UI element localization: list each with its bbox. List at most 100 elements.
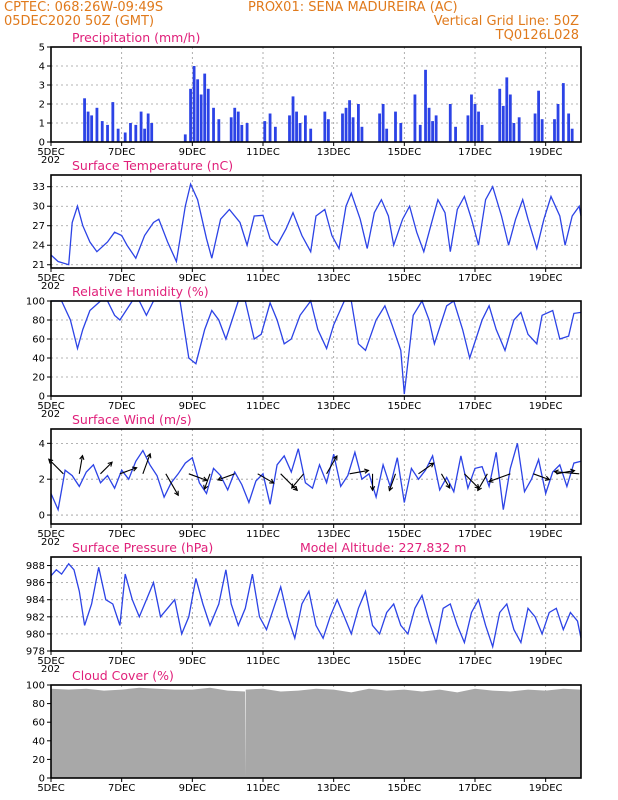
y-tick-label: 0 <box>39 511 45 522</box>
x-tick-label: 17DEC <box>458 783 492 794</box>
precip-bar <box>501 105 505 142</box>
x-year-fragment: 202 <box>41 664 60 675</box>
x-tick-label: 19DEC <box>529 529 563 540</box>
wind-arrow-shaft <box>418 462 434 475</box>
x-tick-label: 7DEC <box>108 273 135 284</box>
wind-arrow <box>440 473 451 490</box>
precip-bar <box>309 128 313 142</box>
x-tick-label: 15DEC <box>387 529 421 540</box>
wind-arrow-shaft <box>217 473 235 481</box>
wind-arrow-shaft <box>78 455 84 474</box>
wind-arrow-head <box>544 475 551 481</box>
x-tick-label: 5DEC <box>37 147 64 158</box>
x-tick-label: 15DEC <box>387 147 421 158</box>
precip-bar <box>326 119 330 142</box>
panels: Precipitation (mm/h) 0 1 2 3 4 5 5DEC 7DEC 9DEC 11… <box>26 30 582 794</box>
y-tick-label: 20 <box>32 373 45 384</box>
x-tick-label: 19DEC <box>529 273 563 284</box>
precip-bar <box>357 104 360 142</box>
wind-arrow <box>119 466 138 475</box>
x-tick-label: 9DEC <box>179 273 206 284</box>
x-tick-label: 17DEC <box>458 656 492 667</box>
panel-frame <box>50 684 582 779</box>
x-tick-label: 9DEC <box>179 401 206 412</box>
x-tick-label: 17DEC <box>458 401 492 412</box>
x-tick-label: 11DEC <box>246 783 280 794</box>
cloud-cover-area <box>51 687 581 778</box>
precip-bar <box>434 115 438 142</box>
precip-bar <box>480 124 484 142</box>
precip-bar <box>116 128 120 142</box>
precip-bar <box>139 111 143 142</box>
wind-arrow <box>165 473 179 497</box>
precip-bar <box>229 117 233 142</box>
wind-arrow-head <box>146 452 152 459</box>
wind-arrow <box>418 462 435 475</box>
wind-arrow-head <box>553 469 559 475</box>
x-tick-label: 13DEC <box>317 656 351 667</box>
panel-frame <box>50 174 582 269</box>
panel-4: Surface Wind (m/s) 0 2 4 5DEC 7DEC 9DEC 11DEC 13… <box>37 412 582 548</box>
wind-arrow <box>78 454 85 474</box>
precip-bar <box>385 128 389 142</box>
y-tick-label: 0 <box>39 138 45 149</box>
x-tick-label: 9DEC <box>179 529 206 540</box>
y-tick-label: 982 <box>26 612 45 623</box>
header-station-coords: CPTEC: 068:26W-09:49S <box>4 0 163 15</box>
wind-arrow-shaft <box>165 473 179 496</box>
x-tick-label: 11DEC <box>246 401 280 412</box>
x-tick-label: 13DEC <box>317 273 351 284</box>
wind-arrow <box>349 468 370 475</box>
x-tick-label: 7DEC <box>108 783 135 794</box>
precip-bar <box>212 107 215 142</box>
y-tick-label: 980 <box>26 629 45 640</box>
wind-arrow-shaft <box>440 473 451 489</box>
precip-bar <box>378 113 381 142</box>
x-tick-label: 19DEC <box>529 401 563 412</box>
y-tick-label: 0 <box>39 392 45 403</box>
wind-arrow <box>477 473 488 492</box>
y-tick-label: 24 <box>32 241 45 252</box>
wind-arrow-shaft <box>142 453 151 474</box>
wind-arrow <box>280 473 299 492</box>
y-tick-label: 100 <box>26 297 45 308</box>
wind-arrow-shaft <box>119 467 137 475</box>
wind-arrow <box>487 473 511 483</box>
wind-arrow-head <box>291 483 297 489</box>
y-tick-label: 2 <box>39 475 45 486</box>
y-tick-label: 4 <box>39 439 45 450</box>
x-tick-label: 7DEC <box>108 656 135 667</box>
y-tick-label: 40 <box>32 354 45 365</box>
header-model-id: TQ0126L028 <box>495 28 579 43</box>
wind-arrow-head <box>132 466 138 472</box>
header-station-name: PROX01: SENA MADUREIRA (AC) <box>248 0 458 15</box>
precip-bar <box>203 73 207 142</box>
x-tick-label: 5DEC <box>37 656 64 667</box>
precip-bar <box>245 123 249 142</box>
precip-bar <box>470 94 473 142</box>
precip-bar <box>199 94 203 142</box>
wind-arrow-shaft <box>280 473 298 491</box>
precip-bar <box>268 113 272 142</box>
wind-arrow-head <box>202 476 208 482</box>
panel-frame <box>50 556 582 652</box>
precip-bar <box>473 104 477 142</box>
precip-bar <box>95 107 99 142</box>
wind-arrow-head <box>174 490 179 497</box>
wind-arrow-head <box>332 454 338 461</box>
wind-arrow-head <box>487 477 494 483</box>
precip-bar <box>498 88 502 142</box>
x-tick-label: 19DEC <box>529 656 563 667</box>
precip-bar <box>263 121 267 142</box>
x-tick-label: 9DEC <box>179 783 206 794</box>
x-tick-label: 7DEC <box>108 147 135 158</box>
y-tick-label: 30 <box>32 202 45 213</box>
precip-bar <box>424 69 427 142</box>
precip-bar <box>183 134 187 142</box>
precip-bar <box>323 111 327 142</box>
wind-arrow <box>291 473 305 489</box>
series-line <box>50 443 582 512</box>
precip-bar <box>344 107 348 142</box>
precip-bar <box>517 117 521 142</box>
precip-bar <box>100 121 104 142</box>
